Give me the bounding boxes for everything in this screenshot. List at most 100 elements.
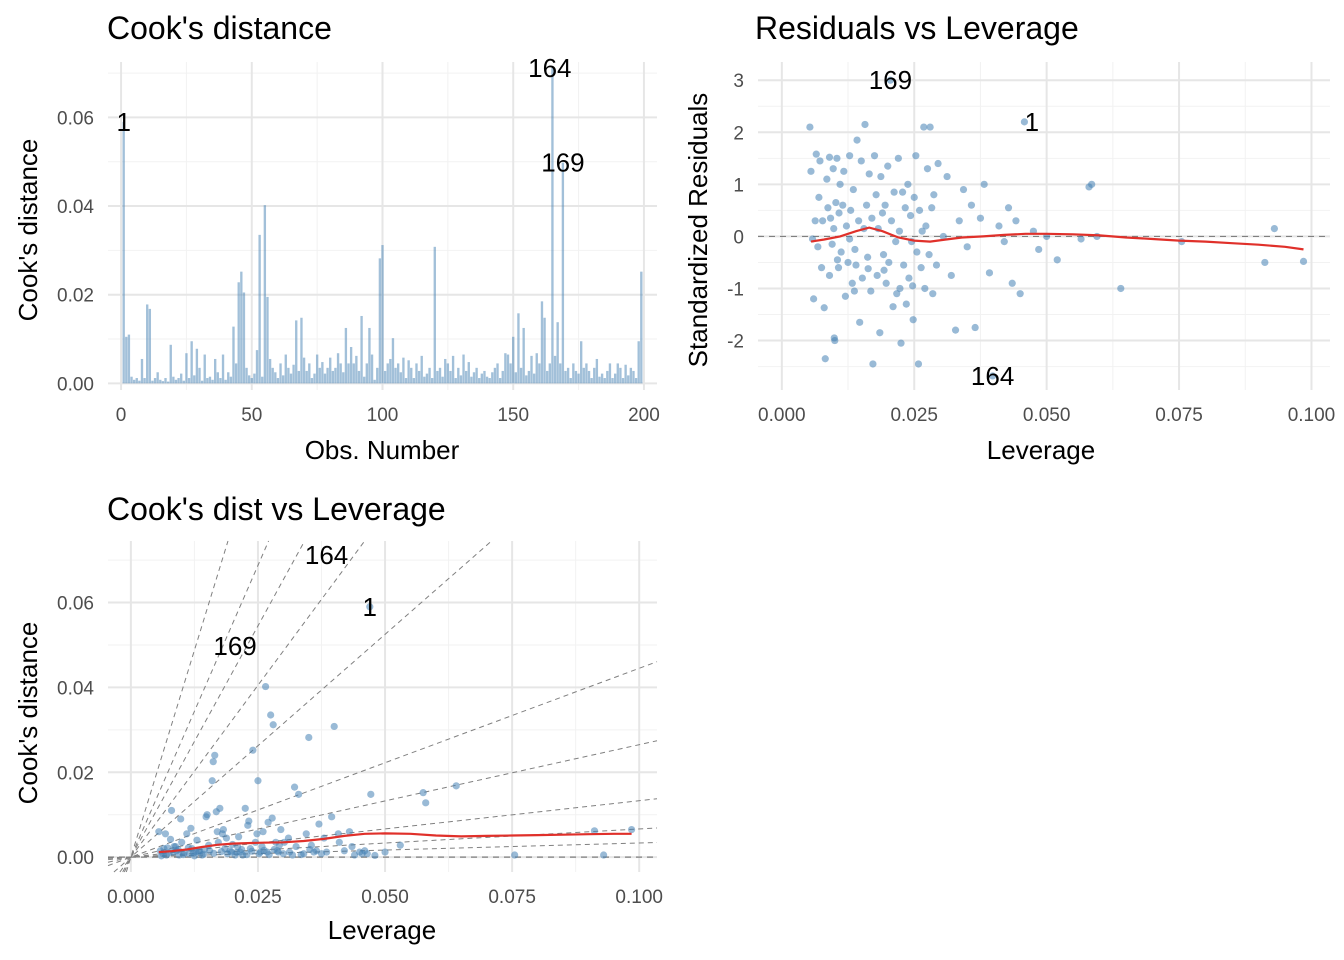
data-point [363,850,371,858]
bar [305,370,308,384]
data-point [851,245,859,254]
bar [441,376,444,384]
data-point [904,180,912,188]
bar [138,380,141,384]
y-tick-label: 0.00 [57,374,94,395]
bar [444,358,447,384]
data-point [1270,225,1278,233]
bar [548,363,551,384]
x-tick-label: 0.000 [758,405,806,426]
bar [438,367,442,384]
bar [574,370,578,384]
data-point [396,841,404,849]
grid [108,541,657,872]
data-point [976,214,985,222]
bar [404,378,408,384]
bar [389,358,392,384]
data-point [913,248,921,256]
data-point [909,316,917,324]
data-point [862,201,871,209]
bar [488,378,491,384]
data-point [812,150,820,158]
data-point [328,813,336,821]
data-point [1000,238,1008,246]
bar [151,380,154,384]
tick-labels: 0.000 0.025 0.050 0.075 0.100 0.00 0.02 0.04 0.0… [57,594,663,908]
point-label: 169 [541,148,584,178]
data-point [163,844,172,852]
data-point [825,271,834,280]
bar [208,376,212,384]
y-axis-title: Cook's distance [13,139,43,322]
bar [472,372,476,384]
bar [271,367,274,384]
bar [292,364,295,384]
data-point [367,790,375,798]
point-label: 164 [305,540,348,570]
bar [180,373,183,384]
bar [525,375,528,384]
bar [509,363,512,384]
y-tick-label: 0.04 [57,678,94,699]
data-point [947,271,955,280]
data-point [833,154,841,162]
bar [386,363,389,384]
bar [232,326,235,384]
y-tick-label: 0.00 [57,848,94,869]
bar [407,360,410,384]
bar [360,315,363,384]
bar [287,367,290,384]
data-point [422,799,430,807]
bar [229,376,233,384]
bar [347,363,350,384]
data-point [959,185,968,194]
data-point [167,806,176,815]
bar [164,378,167,384]
data-point [824,204,832,212]
data-point [839,201,847,209]
data-point [208,777,216,785]
bar [122,121,125,384]
data-point [290,783,299,791]
bar [402,357,405,384]
bar [349,347,353,384]
y-tick-label: -1 [727,279,744,300]
x-tick-label: 0.050 [1023,405,1071,426]
bar [378,258,382,384]
bar [342,372,345,384]
tick-labels: 0 50 100 150 200 0.00 0.02 0.04 0.06 [57,108,660,426]
data-point [873,271,881,280]
data-point [915,206,924,214]
bar [310,378,314,384]
data-point [841,292,849,300]
data-point [219,825,227,834]
data-point [879,251,888,259]
bar [161,381,165,384]
bar [211,379,214,384]
bar [624,364,627,384]
bar [146,304,149,384]
bar [336,353,340,384]
bar [331,370,335,384]
data-point [806,123,814,131]
bar [255,350,259,384]
data-point [934,159,942,168]
bar [200,380,204,384]
data-point [848,279,856,287]
bar [203,354,206,384]
data-point [249,746,257,754]
bar [352,363,355,384]
data-point [985,269,994,277]
bar [216,372,219,384]
panel-title: Cook's distance [107,10,332,46]
data-point [833,256,842,264]
bar [517,313,520,384]
bar [561,162,565,384]
data-point [177,815,185,823]
data-point [358,850,366,858]
data-point [1004,204,1013,212]
data-point [212,808,220,816]
data-point [1053,256,1061,264]
